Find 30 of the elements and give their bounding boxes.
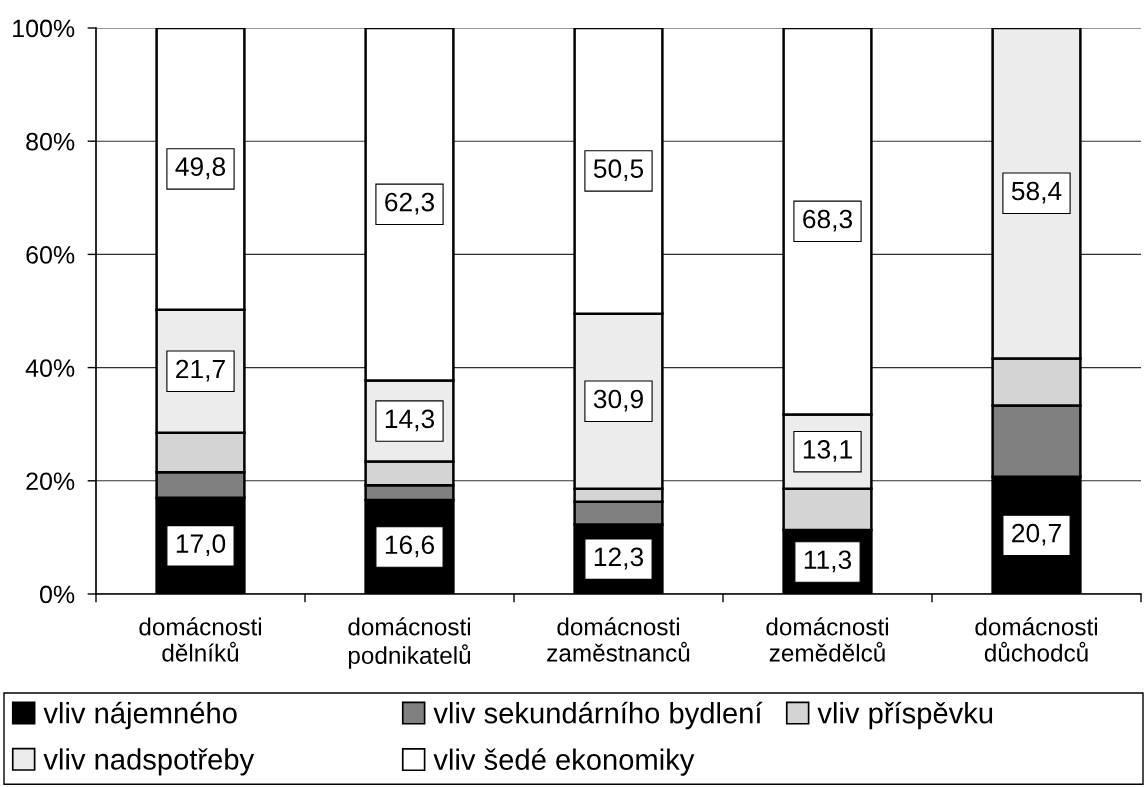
data-label: 11,3 — [804, 550, 852, 573]
data-label: 30,9 — [593, 389, 643, 412]
x-tick-label: domácnosti důchodců — [975, 617, 1098, 662]
data-label: 12,3 — [594, 547, 644, 570]
data-label: 62,3 — [385, 192, 435, 215]
legend-label: vliv příspěvku — [817, 701, 993, 730]
x-tick-label: domácnosti dělníků — [139, 617, 262, 662]
legend-label: vliv nájemného — [43, 701, 237, 730]
legend-label: vliv šedé ekonomiky — [433, 748, 695, 776]
y-tick-label: 60% — [26, 246, 75, 264]
x-tick-label: domácnosti zaměstnanců — [547, 617, 690, 662]
y-tick-label: 20% — [26, 472, 75, 491]
data-label: 49,8 — [175, 157, 226, 180]
x-tick-label: domácnosti zemědělců — [766, 617, 889, 662]
data-label: 68,3 — [803, 209, 853, 232]
data-label: 17,0 — [176, 534, 226, 557]
data-label: 20,7 — [1012, 523, 1061, 546]
y-tick-label: 80% — [26, 132, 75, 151]
data-label: 50,5 — [593, 159, 644, 182]
data-label: 16,6 — [385, 535, 435, 558]
legend-label: vliv nadspotřeby — [43, 748, 255, 776]
x-tick-label: domácnosti podnikatelů — [348, 617, 471, 669]
y-tick-label: 100% — [13, 19, 75, 38]
y-tick-label: 0% — [40, 585, 75, 604]
data-label: 14,3 — [385, 409, 435, 432]
legend-label: vliv sekundárního bydlení — [433, 701, 763, 730]
y-tick-label: 40% — [25, 359, 75, 377]
data-label: 58,4 — [1011, 181, 1062, 204]
data-label: 21,7 — [176, 359, 225, 382]
data-label: 13,1 — [803, 440, 852, 462]
